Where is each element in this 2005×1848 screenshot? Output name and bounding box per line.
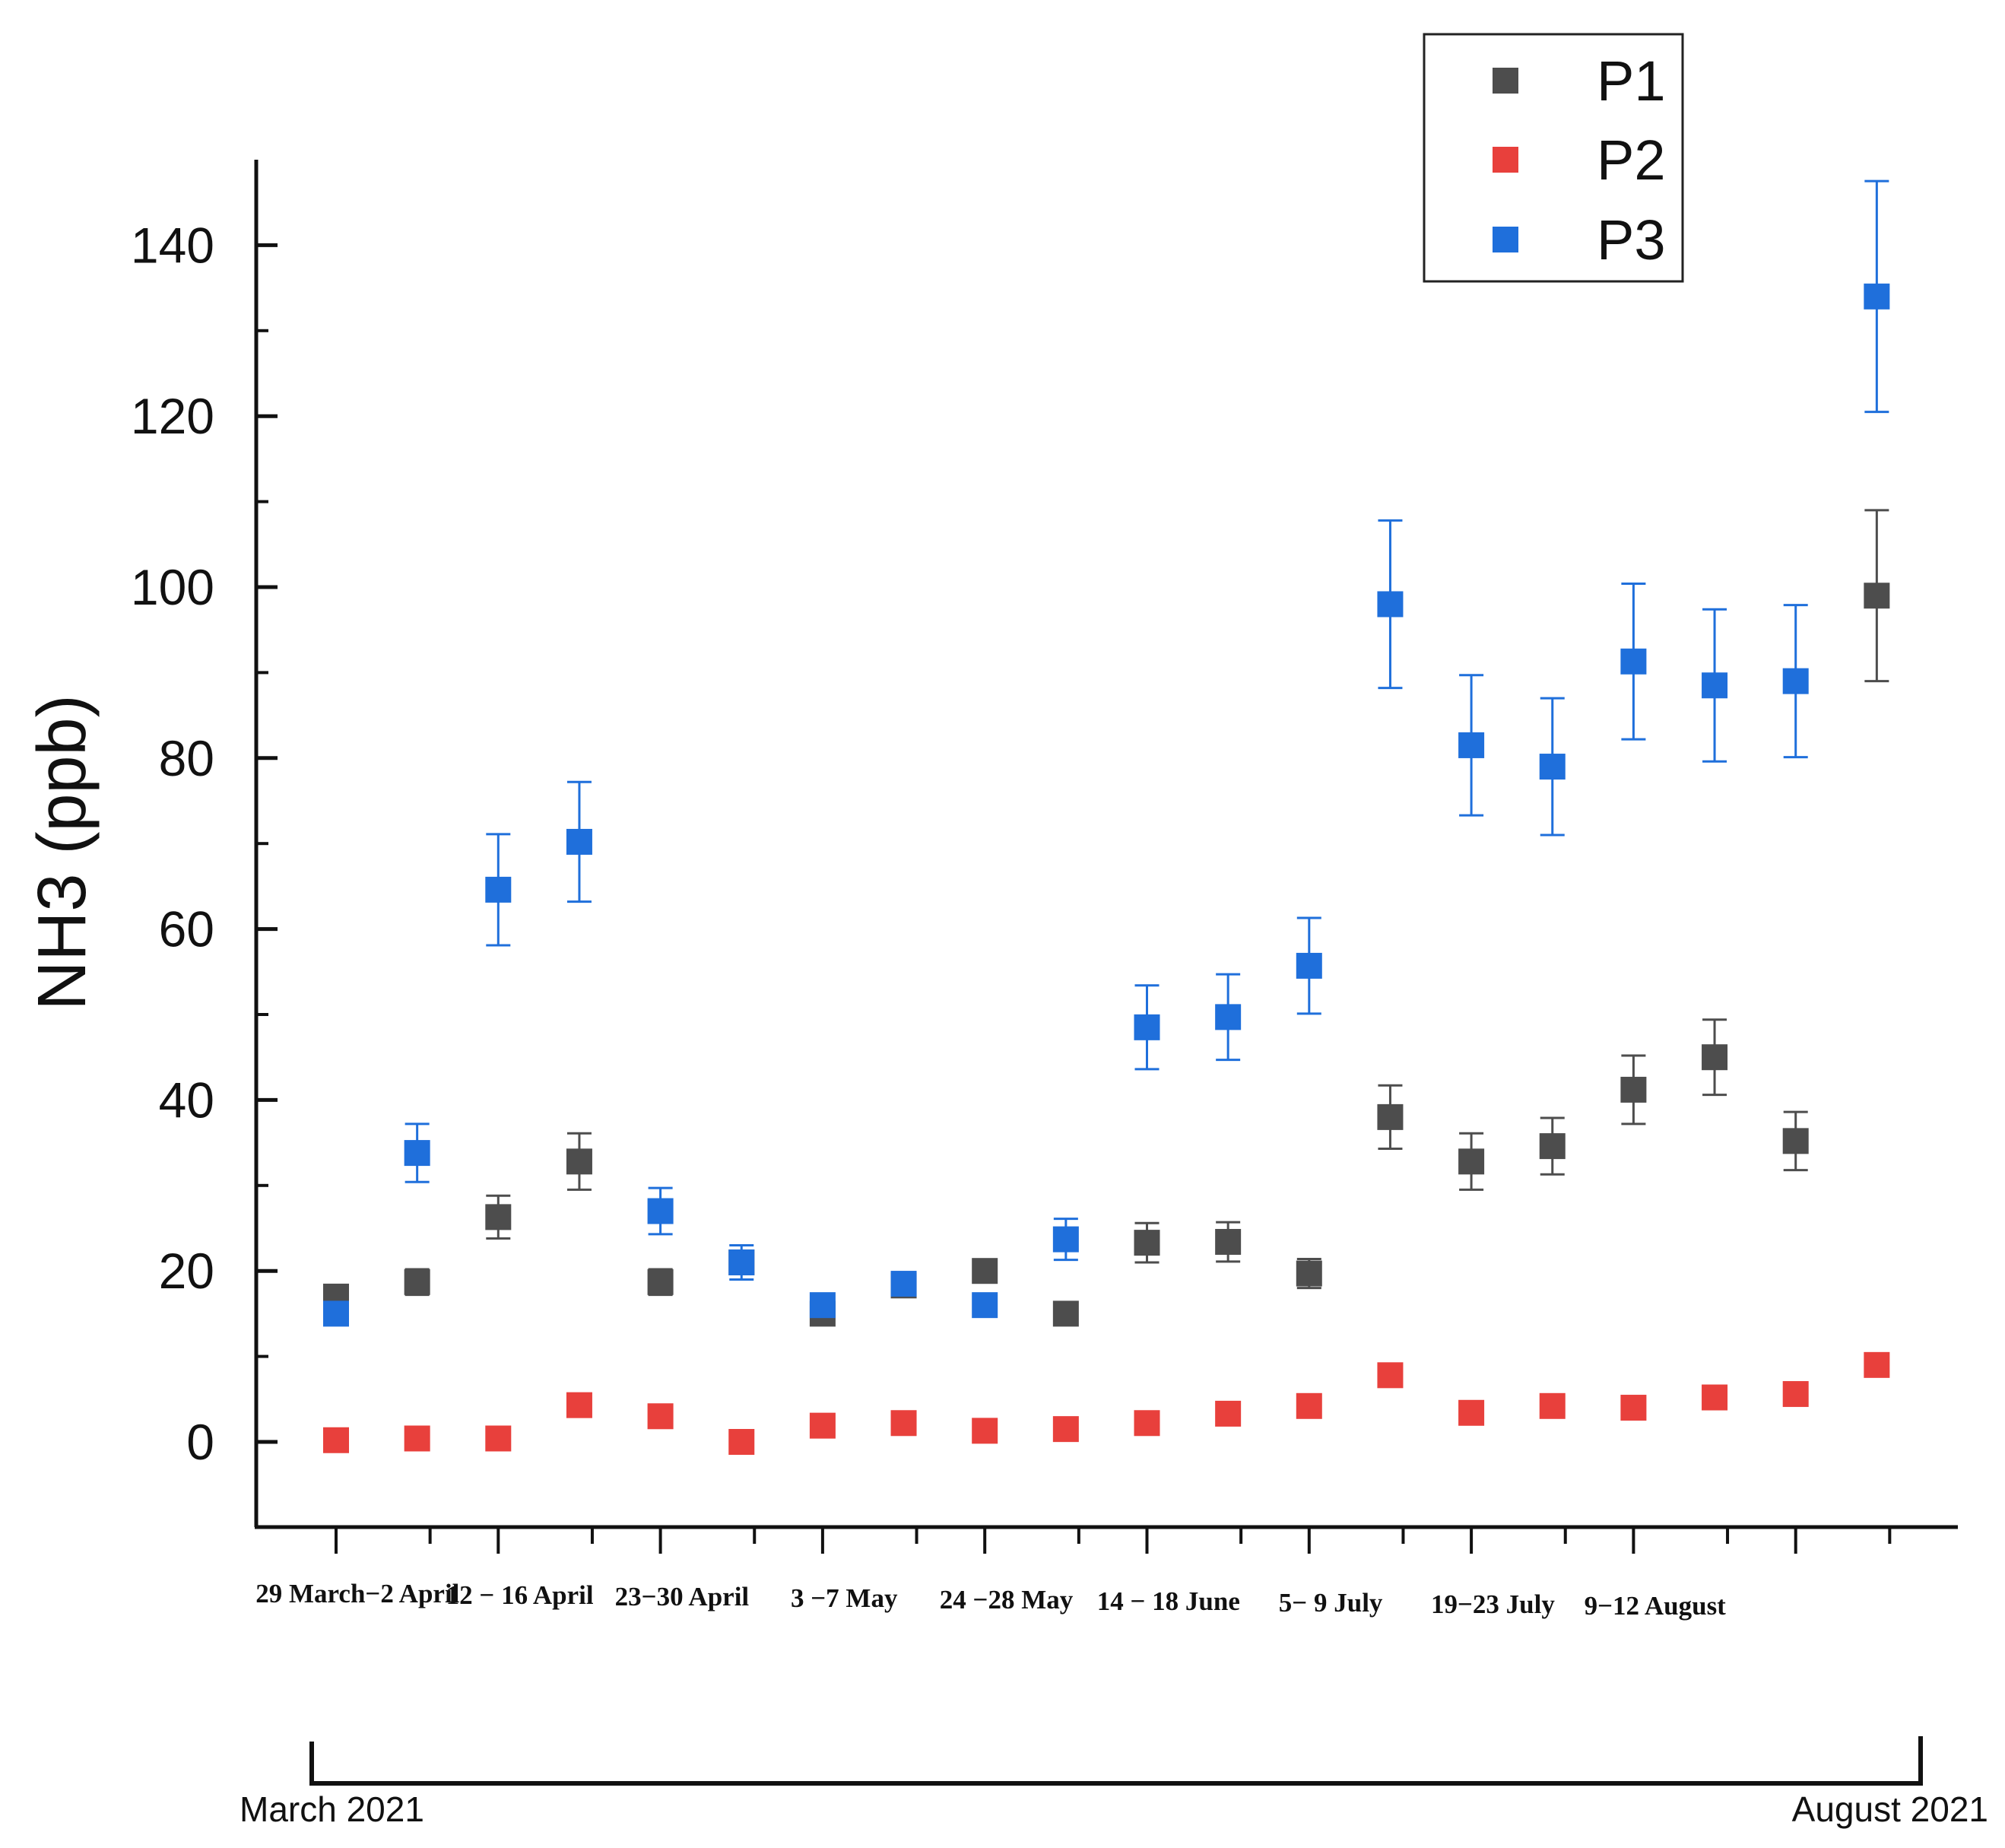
data-point-p3 <box>404 1140 430 1167</box>
data-point-p2 <box>1864 1351 1890 1378</box>
data-point-p1 <box>1215 1228 1242 1255</box>
legend-box <box>1423 33 1684 283</box>
data-point-p2 <box>809 1412 836 1439</box>
x-category-label: 29 March−2 April <box>255 1579 459 1608</box>
x-category-label: 23−30 April <box>615 1582 750 1611</box>
data-point-p3 <box>1864 283 1890 310</box>
data-point-p3 <box>809 1292 836 1319</box>
data-point-p2 <box>566 1392 592 1418</box>
data-point-p3 <box>1296 952 1322 979</box>
legend-label-p1: P1 <box>1597 49 1666 113</box>
data-point-p1 <box>566 1148 592 1175</box>
y-tick-label: 120 <box>131 388 214 444</box>
data-point-p3 <box>485 876 512 903</box>
data-point-p3 <box>1539 754 1566 780</box>
data-point-p2 <box>1782 1381 1809 1408</box>
data-point-p2 <box>1215 1400 1242 1427</box>
data-point-p2 <box>1134 1410 1160 1437</box>
y-tick-label: 80 <box>159 730 214 786</box>
data-point-p1 <box>485 1204 512 1230</box>
data-point-p1 <box>1620 1076 1647 1103</box>
period-start-label: March 2021 <box>240 1789 424 1829</box>
data-point-p3 <box>1377 591 1404 618</box>
data-point-p3 <box>1782 668 1809 694</box>
x-axis-ticks <box>335 1527 1892 1554</box>
data-point-p1 <box>1296 1260 1322 1287</box>
data-point-p1 <box>1702 1044 1728 1071</box>
data-point-p2 <box>728 1429 755 1455</box>
data-point-p2 <box>1539 1392 1566 1419</box>
data-point-p2 <box>323 1427 349 1453</box>
data-point-p2 <box>647 1403 674 1430</box>
x-category-label: 5− 9 July <box>1279 1588 1383 1618</box>
y-tick-label: 0 <box>186 1414 214 1470</box>
x-category-label: 12 − 16 April <box>446 1580 594 1610</box>
data-point-p3 <box>647 1198 674 1224</box>
data-point-p3 <box>566 828 592 855</box>
x-category-label: 19−23 July <box>1431 1589 1555 1619</box>
data-point-p1 <box>1539 1133 1566 1160</box>
data-point-p2 <box>1458 1399 1485 1426</box>
y-tick-label: 20 <box>159 1243 214 1299</box>
data-point-p1 <box>1782 1128 1809 1154</box>
data-point-p1 <box>972 1258 998 1284</box>
error-bars <box>404 179 1889 1297</box>
legend-label-p2: P2 <box>1597 129 1666 192</box>
y-tick-label: 140 <box>131 217 214 273</box>
x-category-label: 9−12 August <box>1585 1591 1727 1621</box>
data-point-p2 <box>404 1425 430 1452</box>
data-point-p3 <box>1620 648 1647 675</box>
data-point-p1 <box>647 1269 674 1295</box>
data-point-p2 <box>1377 1362 1404 1389</box>
data-point-p3 <box>972 1292 998 1319</box>
data-point-p1 <box>1377 1103 1404 1130</box>
legend-marker-p3 <box>1493 227 1518 252</box>
data-point-p2 <box>1296 1392 1322 1419</box>
data-point-p3 <box>1458 732 1485 758</box>
x-category-label: 3 −7 May <box>791 1583 898 1613</box>
period-bracket: March 2021 August 2021 <box>240 1736 1988 1829</box>
data-point-p1 <box>1864 583 1890 609</box>
y-tick-label: 60 <box>159 901 214 957</box>
y-axis-label: NH3 (ppb) <box>24 694 100 1010</box>
data-points <box>323 283 1890 1455</box>
legend-label-p3: P3 <box>1597 208 1666 271</box>
data-point-p3 <box>1702 672 1728 699</box>
data-point-p2 <box>890 1410 917 1437</box>
data-point-p3 <box>1052 1226 1079 1253</box>
data-point-p2 <box>485 1425 512 1452</box>
data-point-p2 <box>1702 1384 1728 1411</box>
data-point-p3 <box>890 1271 917 1297</box>
y-tick-label: 40 <box>159 1072 214 1128</box>
data-point-p1 <box>1134 1230 1160 1256</box>
axes <box>254 160 1958 1529</box>
legend-marker-p2 <box>1493 147 1518 173</box>
data-point-p2 <box>1620 1395 1647 1421</box>
data-point-p2 <box>1052 1416 1079 1443</box>
x-category-label: 24 −28 May <box>940 1585 1074 1615</box>
y-axis-ticks: 0 20 40 60 80 100 120 140 <box>131 217 278 1470</box>
x-category-label: 14 − 18 June <box>1097 1586 1240 1616</box>
data-point-p3 <box>1215 1004 1242 1030</box>
data-point-p1 <box>404 1269 430 1295</box>
data-point-p3 <box>323 1300 349 1327</box>
data-point-p1 <box>1052 1300 1079 1327</box>
data-point-p3 <box>1134 1014 1160 1040</box>
legend: P1 P2 P3 <box>1423 33 1684 283</box>
data-point-p3 <box>728 1249 755 1275</box>
period-end-label: August 2021 <box>1792 1789 1988 1829</box>
y-tick-label: 100 <box>131 559 214 615</box>
data-point-p1 <box>1458 1148 1485 1175</box>
legend-marker-p1 <box>1493 68 1518 94</box>
data-point-p2 <box>972 1418 998 1444</box>
